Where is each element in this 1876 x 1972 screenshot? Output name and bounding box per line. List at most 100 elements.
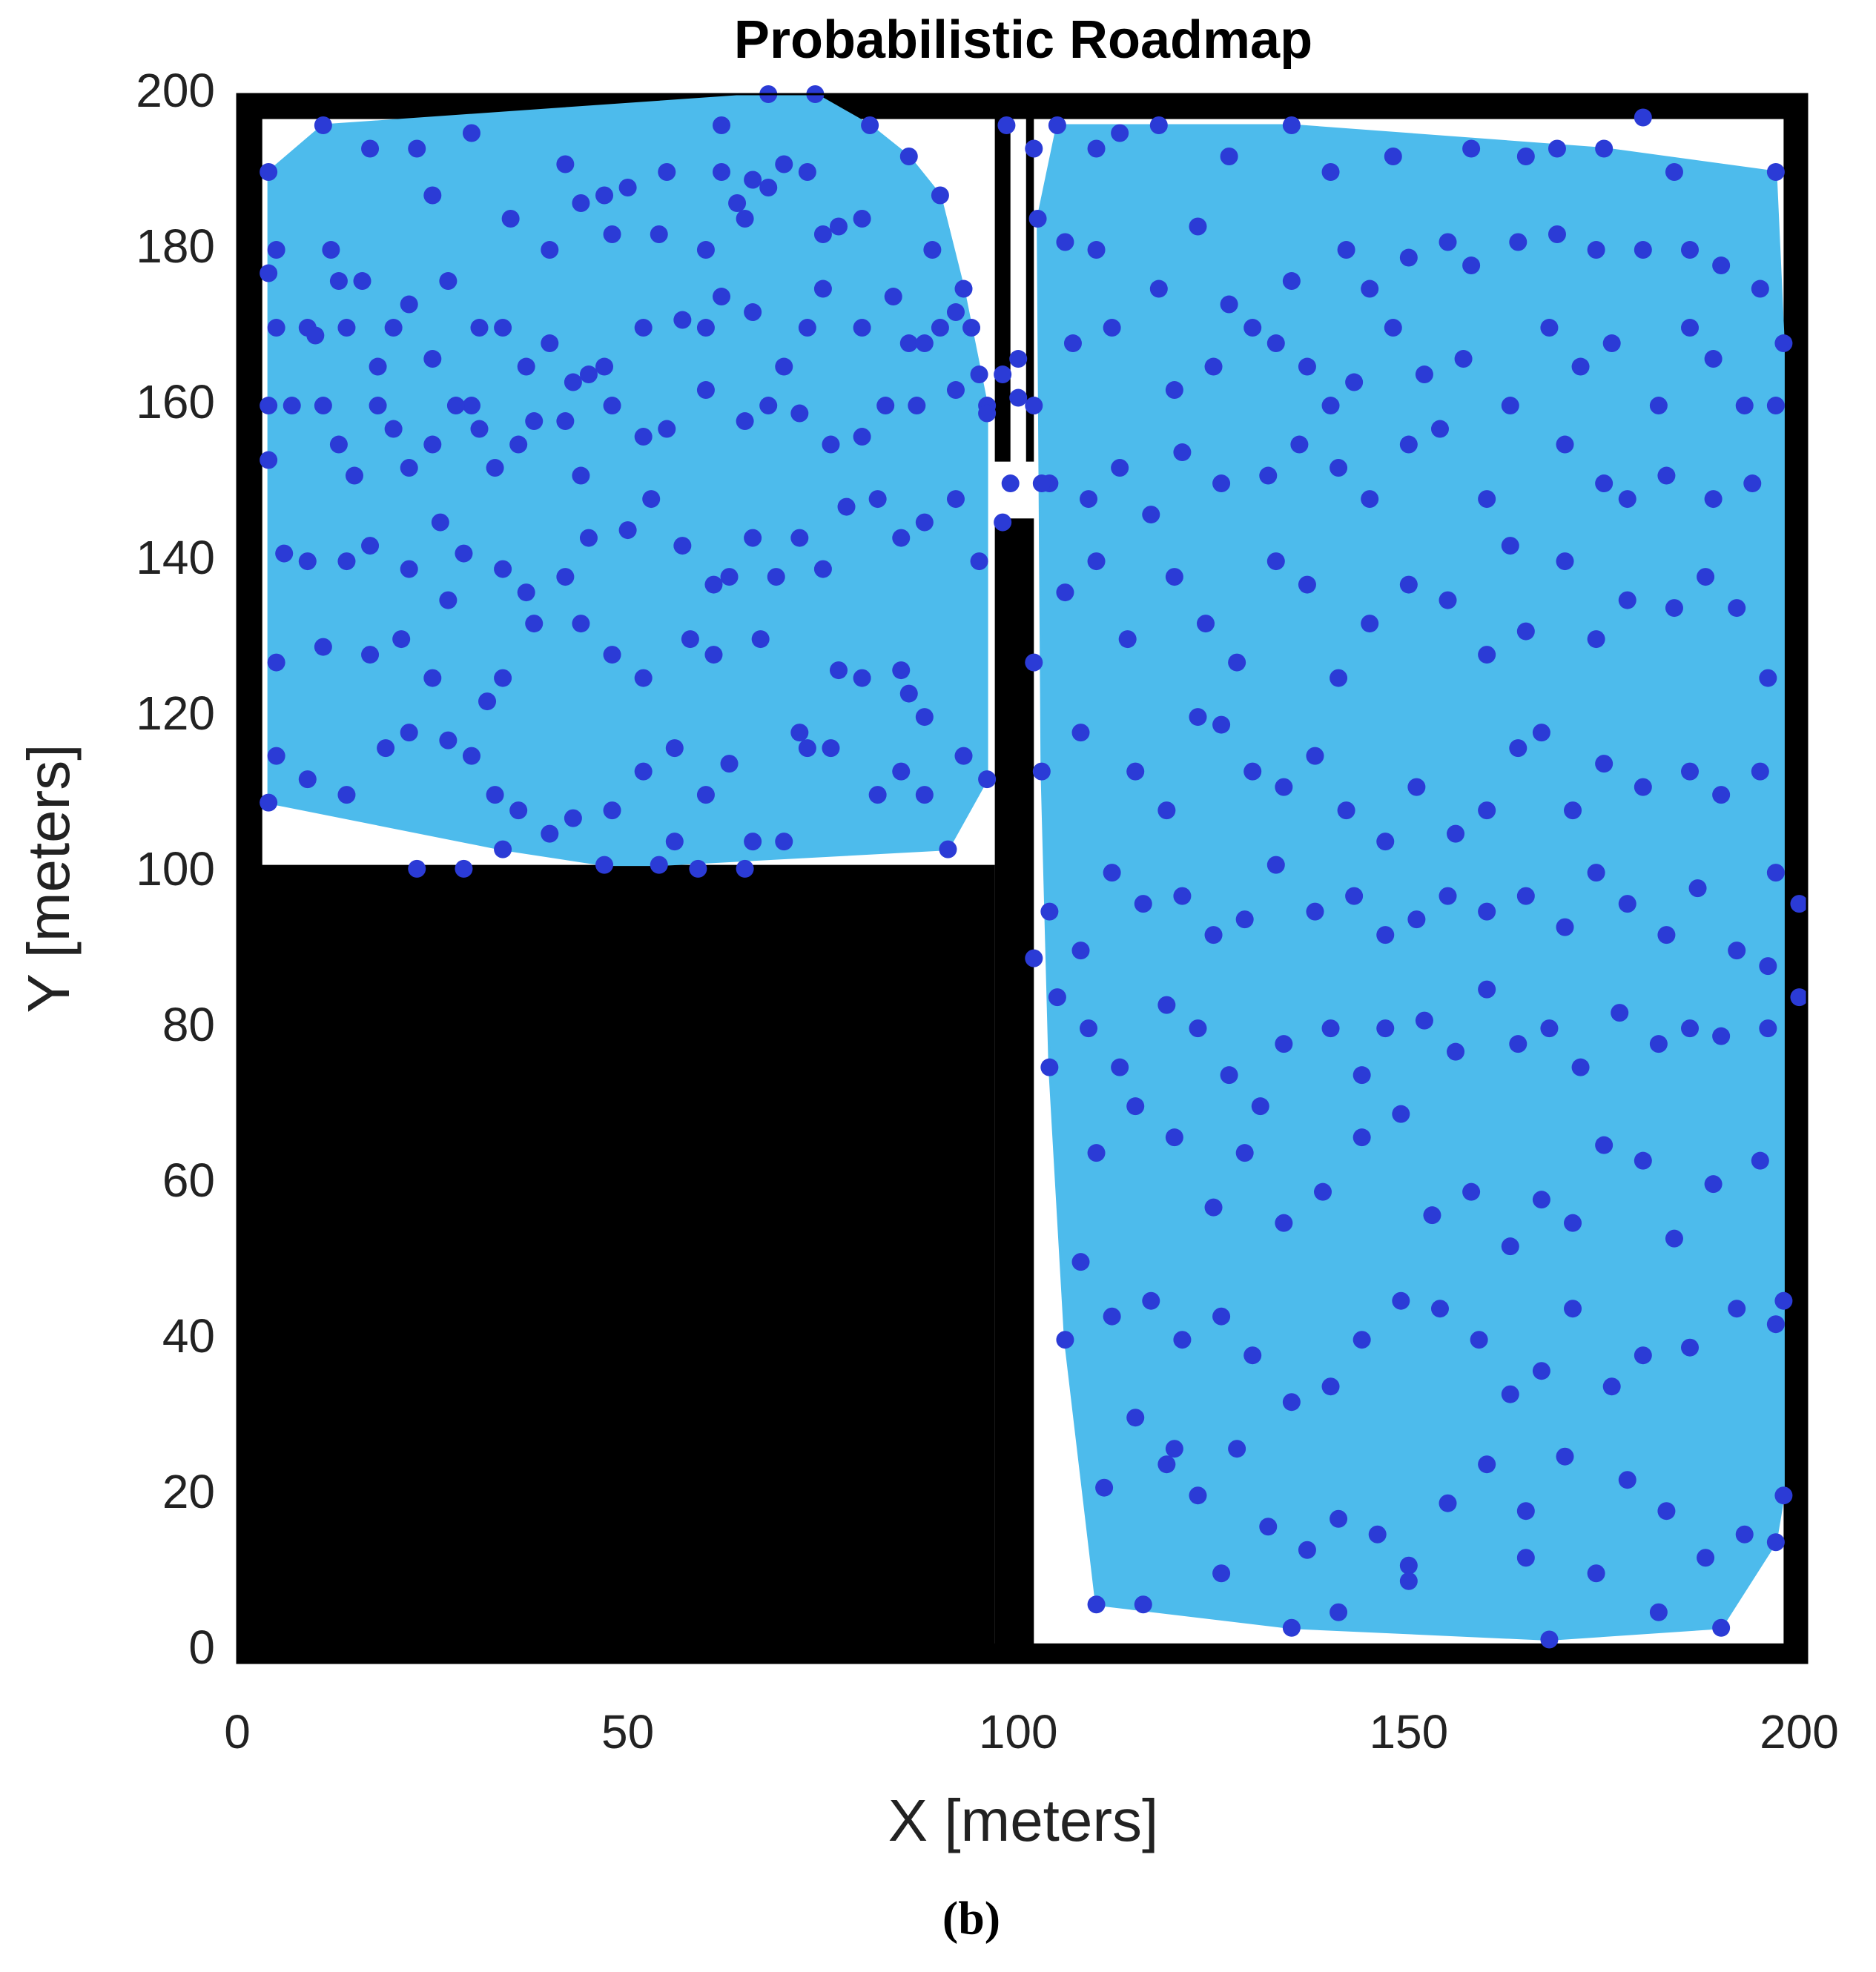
obstacle <box>1783 94 1807 1663</box>
roadmap-node <box>618 521 637 540</box>
roadmap-node <box>1564 1300 1582 1318</box>
roadmap-node <box>1618 895 1636 913</box>
roadmap-node <box>1212 474 1231 493</box>
roadmap-node <box>1087 1595 1106 1614</box>
roadmap-node <box>1025 139 1043 158</box>
roadmap-node <box>720 755 739 773</box>
roadmap-node <box>829 217 848 236</box>
roadmap-node <box>1571 1058 1590 1076</box>
roadmap-node <box>1243 762 1262 781</box>
roadmap-node <box>541 334 559 353</box>
roadmap-node <box>1243 319 1262 337</box>
roadmap-node <box>1376 926 1395 944</box>
roadmap-node <box>1126 762 1145 781</box>
roadmap-node <box>1790 895 1809 913</box>
roadmap-node <box>1204 926 1223 944</box>
roadmap-node <box>1048 116 1066 135</box>
roadmap-node <box>1165 1440 1183 1458</box>
roadmap-node <box>744 833 762 851</box>
x-axis-label: X [meters] <box>888 1787 1159 1853</box>
roadmap-node <box>1735 397 1754 415</box>
roadmap-node <box>314 397 332 415</box>
roadmap-node <box>494 319 512 337</box>
roadmap-node <box>673 311 692 329</box>
roadmap-node <box>1556 918 1574 936</box>
roadmap-node <box>400 459 418 477</box>
roadmap-node <box>744 171 762 189</box>
roadmap-node <box>1134 895 1152 913</box>
roadmap-node <box>1735 1525 1754 1543</box>
roadmap-node <box>1204 1198 1223 1217</box>
x-tick-label: 100 <box>979 1705 1058 1758</box>
roadmap-node <box>1634 1346 1652 1365</box>
roadmap-node <box>1665 163 1683 182</box>
roadmap-node <box>1275 778 1293 796</box>
roadmap-node <box>462 747 480 765</box>
roadmap-node <box>1275 1214 1293 1232</box>
roadmap-node <box>970 552 988 571</box>
roadmap-node <box>915 334 934 353</box>
roadmap-node <box>1087 1144 1106 1162</box>
roadmap-node <box>1384 148 1402 166</box>
roadmap-node <box>298 552 317 571</box>
roadmap-node <box>915 786 934 804</box>
roadmap-node <box>556 568 575 586</box>
roadmap-node <box>790 724 809 742</box>
roadmap-node <box>1103 319 1121 337</box>
roadmap-node <box>1376 833 1395 851</box>
roadmap-node <box>1462 139 1481 158</box>
roadmap-node <box>876 397 895 415</box>
roadmap-node <box>1399 575 1418 594</box>
roadmap-node <box>400 295 418 314</box>
y-tick-label: 180 <box>136 219 215 273</box>
roadmap-node <box>704 575 723 594</box>
roadmap-node <box>954 747 973 765</box>
roadmap-node <box>1173 887 1192 905</box>
roadmap-node <box>1298 1541 1316 1559</box>
roadmap-node <box>618 179 637 197</box>
roadmap-node <box>1157 801 1176 820</box>
roadmap-node <box>1439 233 1457 251</box>
roadmap-node <box>1728 942 1746 960</box>
roadmap-node <box>517 357 535 376</box>
roadmap-node <box>931 319 949 337</box>
roadmap-node <box>1649 1603 1668 1621</box>
roadmap-node <box>1681 1019 1700 1038</box>
roadmap-node <box>1423 1206 1441 1225</box>
roadmap-node <box>1282 1618 1301 1637</box>
obstacle <box>1025 117 1034 462</box>
roadmap-node <box>423 435 442 454</box>
roadmap-node <box>634 319 653 337</box>
roadmap-node <box>1063 334 1082 353</box>
roadmap-node <box>1071 942 1090 960</box>
roadmap-node <box>267 319 285 337</box>
roadmap-node <box>650 856 668 874</box>
roadmap-node <box>314 116 332 135</box>
roadmap-node <box>361 139 380 158</box>
roadmap-node <box>1204 357 1223 376</box>
roadmap-node <box>822 435 840 454</box>
roadmap-node <box>1399 1572 1418 1590</box>
roadmap-node <box>853 319 871 337</box>
roadmap-node <box>1220 1066 1238 1085</box>
roadmap-node <box>997 116 1016 135</box>
roadmap-node <box>1759 957 1777 976</box>
roadmap-node <box>1087 139 1106 158</box>
roadmap-node <box>494 840 512 858</box>
roadmap-node <box>423 186 442 205</box>
roadmap-node <box>1516 622 1535 641</box>
roadmap-node <box>1470 1331 1488 1349</box>
roadmap-node <box>1228 1440 1246 1458</box>
roadmap-node <box>572 194 590 213</box>
roadmap-node <box>392 630 411 649</box>
y-tick-label: 140 <box>136 531 215 584</box>
roadmap-node <box>696 786 715 804</box>
roadmap-node <box>1189 1486 1207 1505</box>
roadmap-node <box>1540 1019 1559 1038</box>
roadmap-node <box>1759 1019 1777 1038</box>
roadmap-node <box>1462 257 1481 275</box>
roadmap-node <box>1478 490 1496 509</box>
roadmap-node <box>1766 397 1785 415</box>
y-tick-label: 80 <box>162 998 215 1051</box>
roadmap-node <box>1602 334 1621 353</box>
